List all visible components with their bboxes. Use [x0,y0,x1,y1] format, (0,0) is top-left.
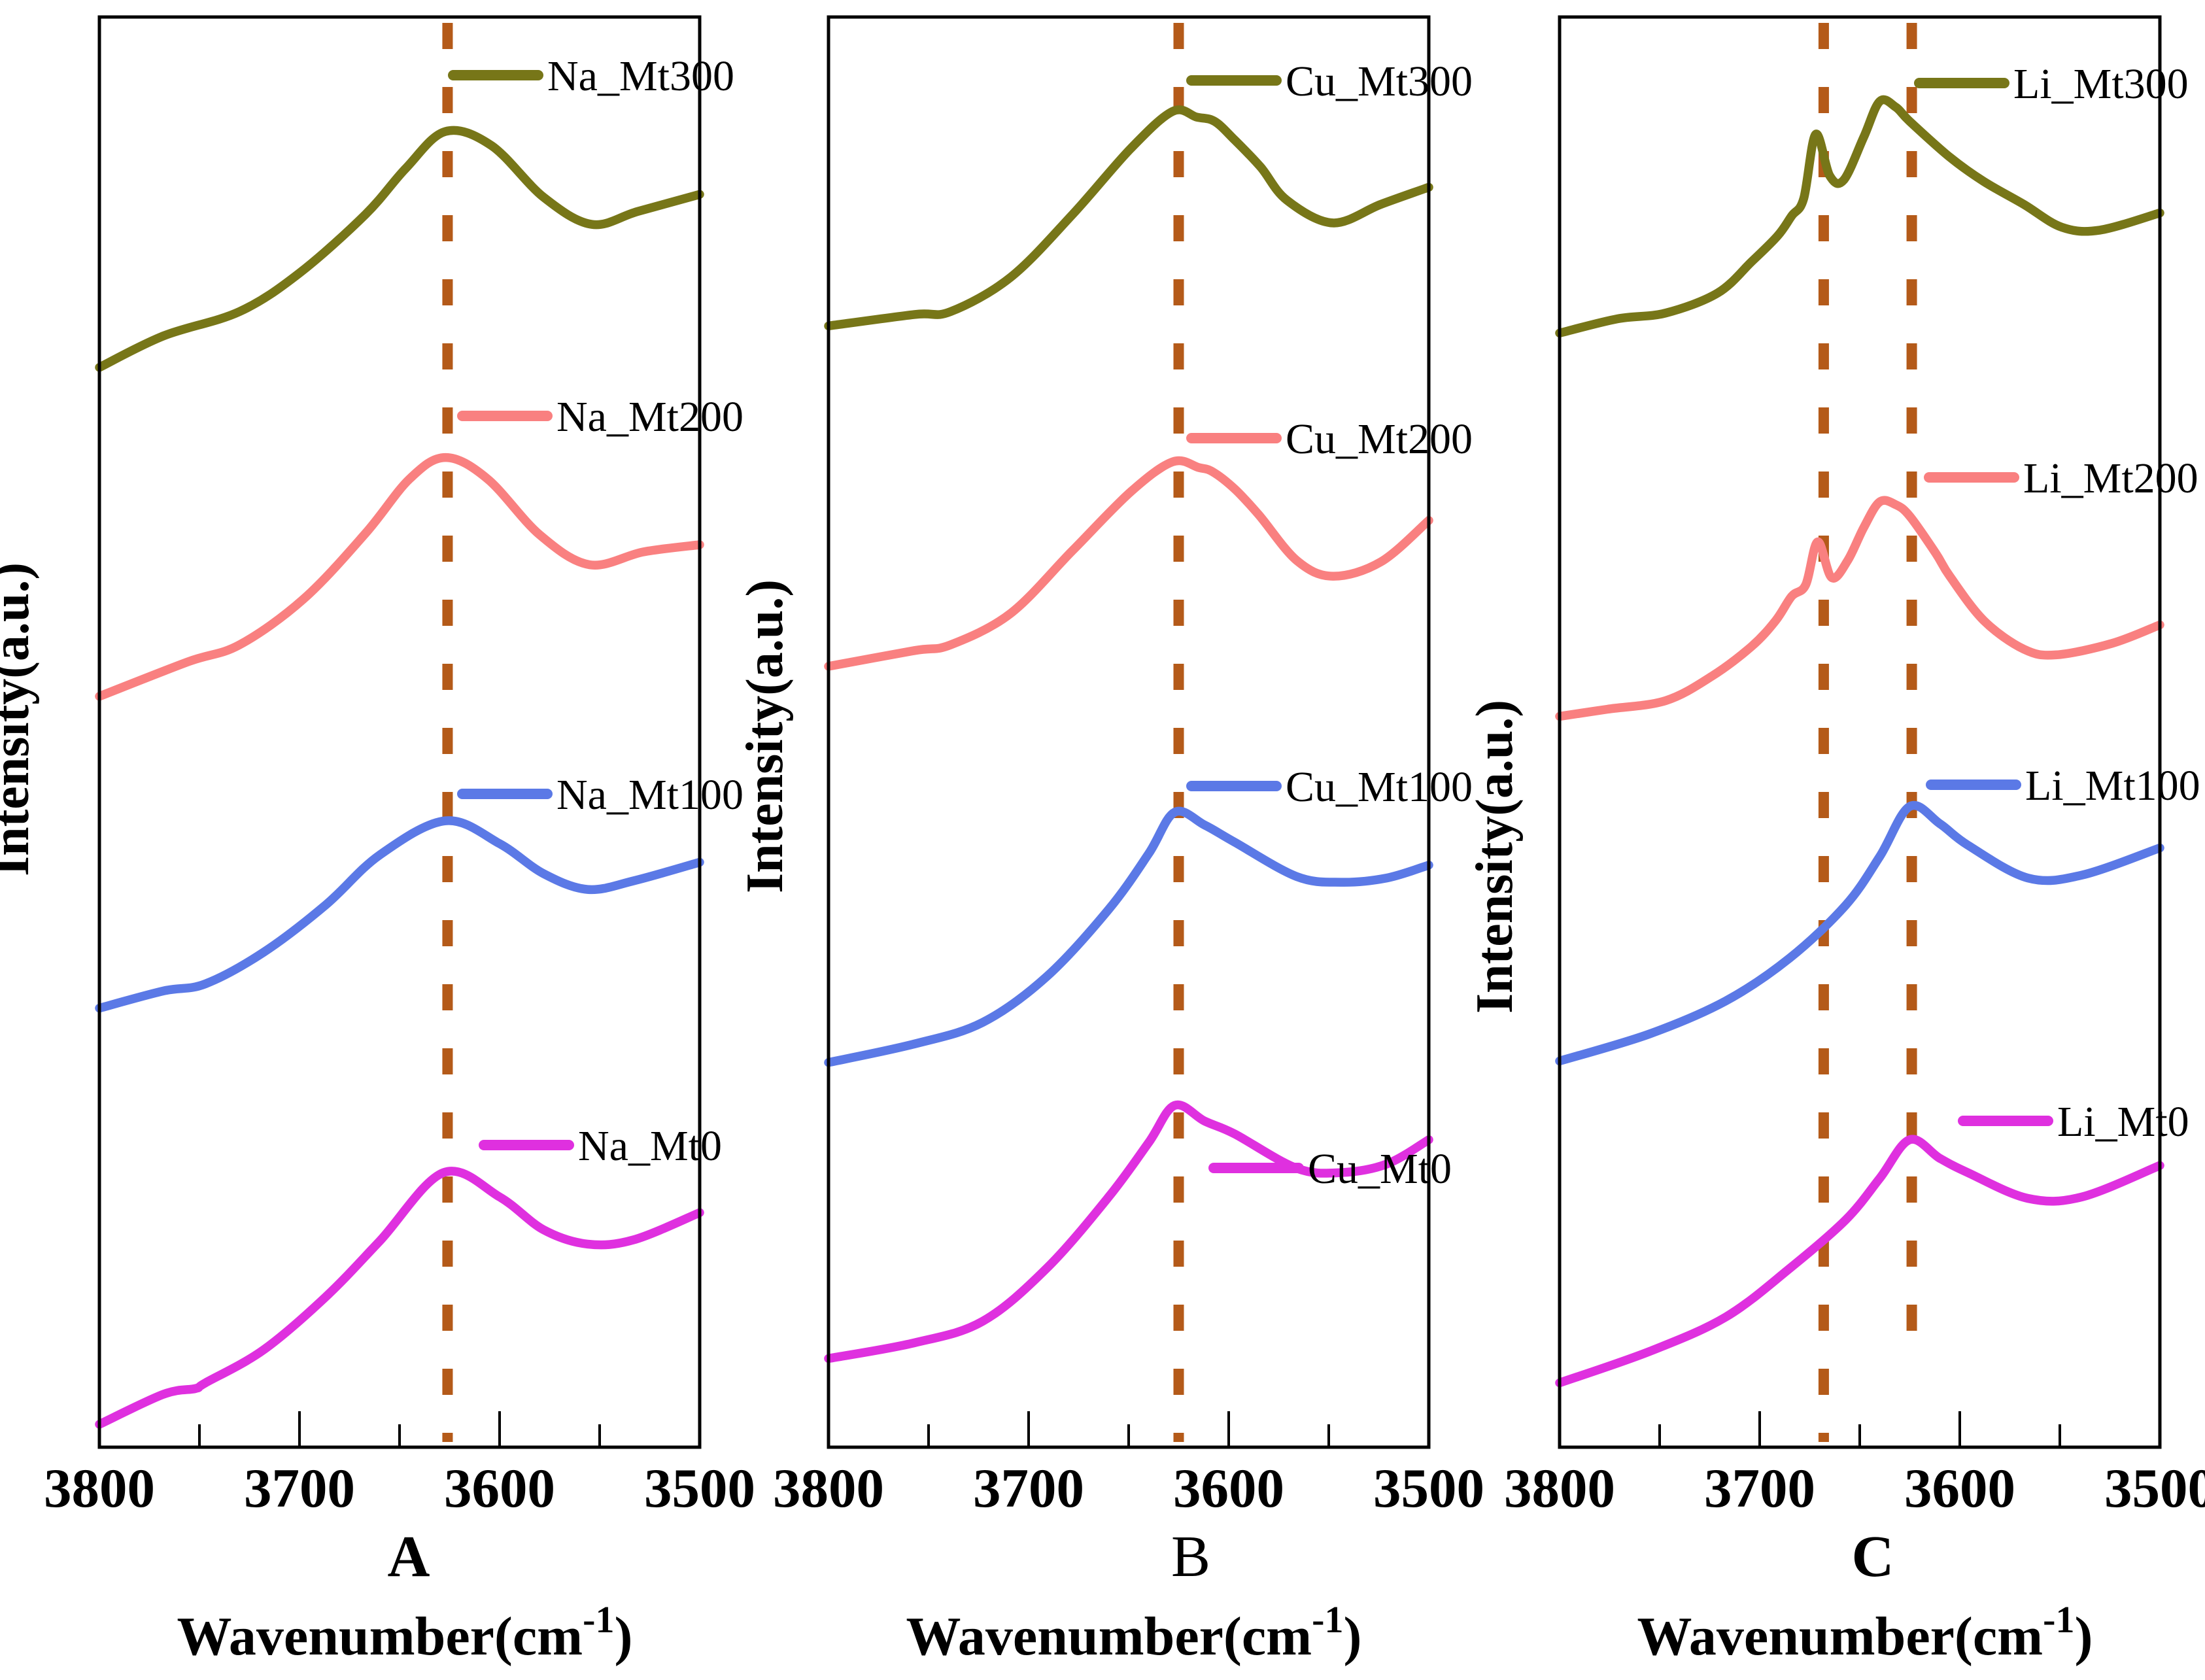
x-tick-label-B-3700: 3700 [973,1458,1084,1519]
legend-item-Na_Mt200: Na_Mt200 [457,393,744,441]
y-axis-label-C: Intensity(a.u.) [1466,700,1524,1014]
x-tick-label-C-3700: 3700 [1704,1458,1815,1519]
x-tick-label-C-3600: 3600 [1904,1458,2015,1519]
legend-label-Li_Mt200: Li_Mt200 [2023,454,2198,502]
x-tick-label-A-3600: 3600 [444,1458,555,1519]
legend-label-Cu_Mt300: Cu_Mt300 [1286,58,1473,105]
legend-item-Li_Mt0: Li_Mt0 [1958,1098,2189,1146]
legend-label-Li_Mt0: Li_Mt0 [2057,1098,2189,1146]
series-line-Na_Mt100 [95,816,704,1013]
series-line-Li_Mt200 [1555,496,2164,721]
panel-letter-C: C [1852,1524,1894,1589]
series-line-Cu_Mt300 [824,105,1433,331]
plot-box-B [827,15,1431,1449]
legend-item-Cu_Mt200: Cu_Mt200 [1186,415,1473,463]
panel-A: Na_Mt300 Na_Mt200 Na_Mt100 Na_Mt0 3800 3700 36… [0,15,755,1667]
legend-label-Cu_Mt200: Cu_Mt200 [1286,415,1473,463]
legend-item-Cu_Mt300: Cu_Mt300 [1186,58,1473,105]
legend-label-Na_Mt200: Na_Mt200 [556,393,744,441]
series-line-Li_Mt0 [1555,1135,2164,1388]
legend-item-Na_Mt100: Na_Mt100 [457,771,744,819]
legend-item-Li_Mt200: Li_Mt200 [1924,454,2198,502]
x-tick-label-B-3800: 3800 [773,1458,884,1519]
legend-item-Li_Mt100: Li_Mt100 [1926,762,2200,810]
x-tick-label-C-3500: 3500 [2104,1458,2205,1519]
legend-label-Na_Mt0: Na_Mt0 [578,1122,722,1170]
plot-box-A [97,15,702,1449]
x-axis-label-B: Wavenumber(cm-1) [906,1598,1362,1667]
series-line-Na_Mt300 [95,126,704,372]
x-axis-label-A: Wavenumber(cm-1) [177,1598,633,1667]
legend-label-Na_Mt300: Na_Mt300 [547,52,734,100]
x-tick-label-B-3600: 3600 [1173,1458,1284,1519]
legend-label-Na_Mt100: Na_Mt100 [556,771,744,819]
legend-item-Cu_Mt100: Cu_Mt100 [1186,763,1473,811]
series-line-Na_Mt0 [95,1167,704,1429]
series-line-Cu_Mt200 [824,456,1433,671]
series-line-Cu_Mt100 [824,806,1433,1067]
legend-label-Li_Mt300: Li_Mt300 [2013,60,2189,108]
x-tick-label-A-3700: 3700 [244,1458,355,1519]
legend-item-Li_Mt300: Li_Mt300 [1914,60,2189,108]
legend-item-Cu_Mt0: Cu_Mt0 [1208,1145,1452,1193]
x-tick-label-A-3800: 3800 [44,1458,155,1519]
panel-B: Cu_Mt300 Cu_Mt200 Cu_Mt100 Cu_Mt0 3800 3700 36… [736,15,1484,1667]
x-tick-label-B-3500: 3500 [1373,1458,1484,1519]
panel-letter-B: B [1171,1524,1210,1589]
series-line-Cu_Mt0 [824,1100,1433,1363]
x-tick-label-A-3500: 3500 [644,1458,755,1519]
panel-C: Li_Mt300 Li_Mt200 Li_Mt100 Li_Mt0 3800 3700 36… [1466,15,2205,1667]
y-axis-label-A: Intensity(a.u.) [0,562,40,876]
series-line-Li_Mt100 [1555,800,2164,1066]
legend-item-Na_Mt300: Na_Mt300 [448,52,734,100]
legend-label-Cu_Mt100: Cu_Mt100 [1286,763,1473,811]
y-axis-label-B: Intensity(a.u.) [736,579,794,893]
x-tick-label-C-3800: 3800 [1504,1458,1615,1519]
legend-item-Na_Mt0: Na_Mt0 [479,1122,722,1170]
series-line-Na_Mt200 [95,453,704,701]
legend-label-Li_Mt100: Li_Mt100 [2025,762,2200,810]
panel-letter-A: A [388,1524,430,1589]
x-axis-label-C: Wavenumber(cm-1) [1637,1598,2093,1667]
series-line-Li_Mt300 [1555,95,2164,338]
